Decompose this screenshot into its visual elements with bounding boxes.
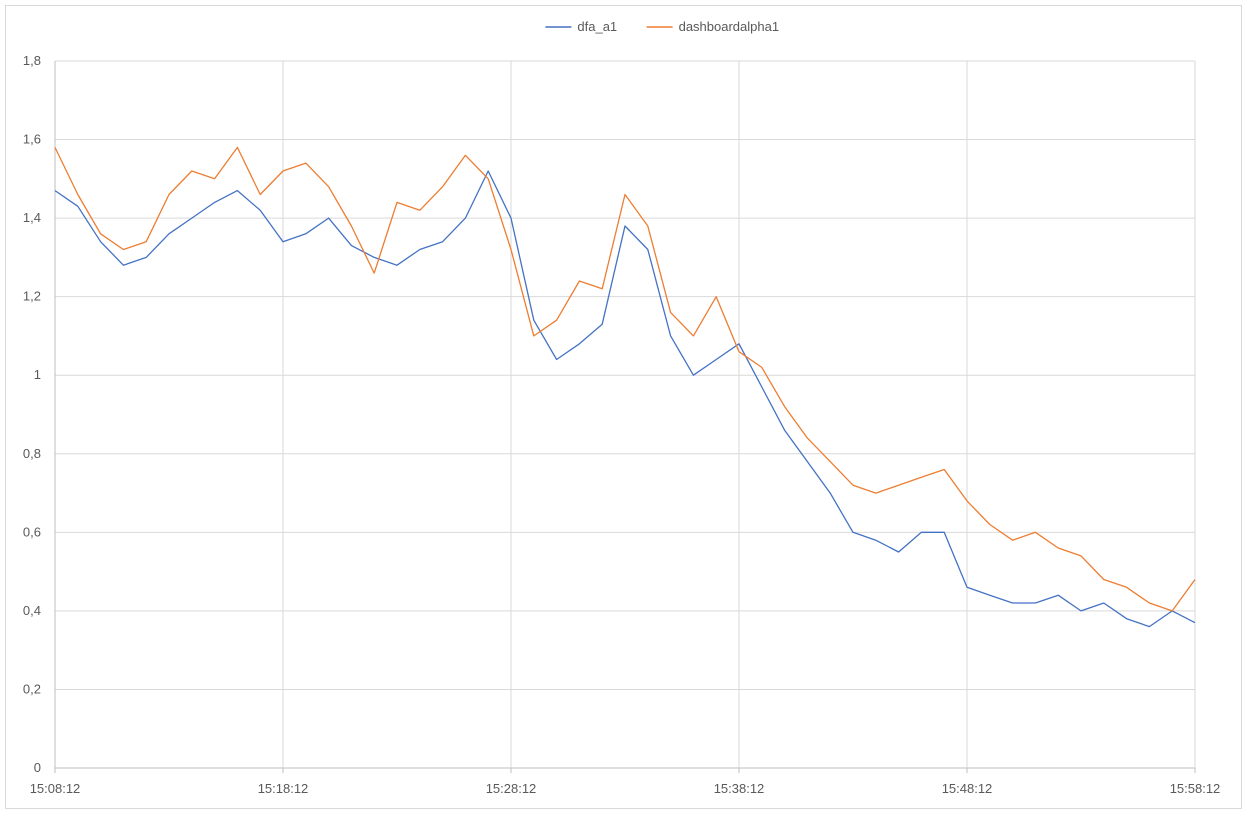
x-tick-label: 15:28:12	[486, 781, 537, 796]
legend-label: dfa_a1	[577, 19, 617, 34]
y-tick-label: 1,8	[23, 53, 41, 68]
y-tick-label: 1	[34, 367, 41, 382]
y-tick-label: 1,2	[23, 289, 41, 304]
grid-layer	[54, 60, 1196, 769]
y-tick-label: 0,8	[23, 446, 41, 461]
x-tick-label: 15:48:12	[942, 781, 993, 796]
legend: dfa_a1 dashboardalpha1	[545, 19, 779, 34]
y-tick-label: 0,6	[23, 524, 41, 539]
y-tick-label: 1,6	[23, 132, 41, 147]
series-line-dfa_a1	[54, 170, 1196, 628]
x-tick-label: 15:38:12	[714, 781, 765, 796]
y-tick-label: 0,4	[23, 603, 41, 618]
axis-layer: 0 0,2 0,4 0,6 0,8 1 1,2 1,4 1,6 1,8 15:08:12 15:18:…	[23, 53, 1220, 796]
x-tick-label: 15:08:12	[30, 781, 81, 796]
series-line-dashboardalpha1	[54, 146, 1196, 612]
chart-frame	[5, 5, 1242, 809]
x-tick-label: 15:18:12	[258, 781, 309, 796]
x-tick-label: 15:58:12	[1170, 781, 1221, 796]
legend-label: dashboardalpha1	[679, 19, 779, 34]
y-tick-label: 1,4	[23, 210, 41, 225]
series-layer	[54, 146, 1196, 628]
y-tick-label: 0	[34, 760, 41, 775]
y-tick-label: 0,2	[23, 681, 41, 696]
